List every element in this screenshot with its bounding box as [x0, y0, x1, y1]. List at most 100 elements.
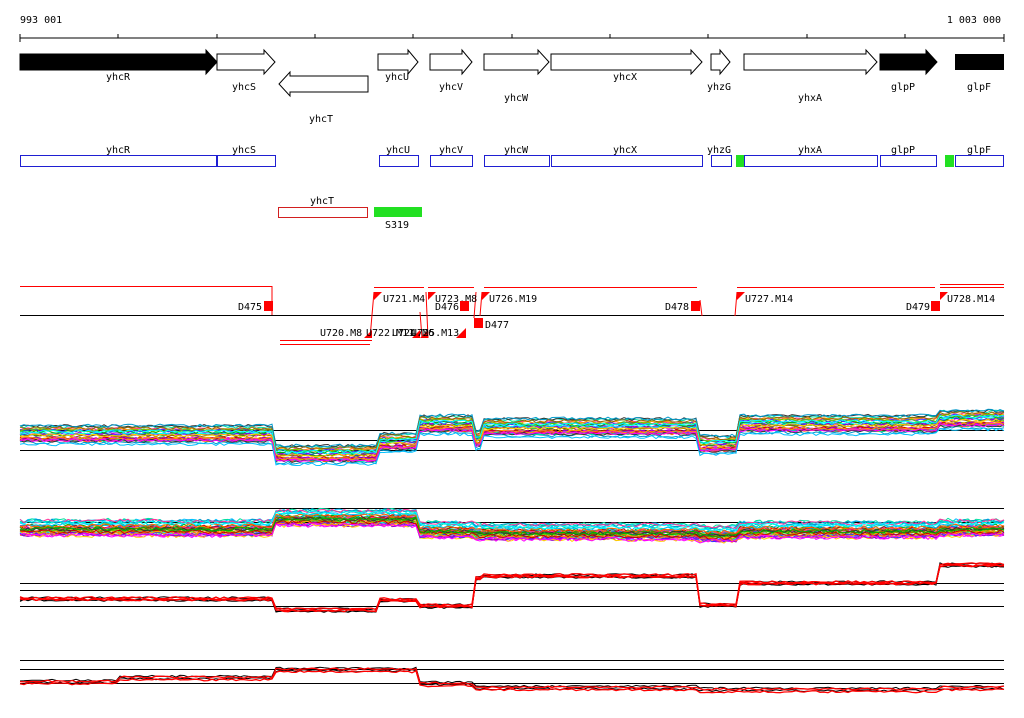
gene-arrow-glpF[interactable] — [955, 54, 1004, 70]
profile-track-2-red-line-1 — [19, 669, 1005, 694]
annotation-box-yhcS[interactable] — [217, 155, 276, 167]
tu-marker-U723-M8[interactable] — [428, 292, 436, 300]
expression-track-1-line-28 — [19, 408, 1005, 448]
gene-label-yhcT: yhcT — [309, 114, 333, 125]
expression-track-1-line-7 — [19, 409, 1005, 449]
annotation-label-yhcR: yhcR — [106, 145, 131, 156]
tu-label-D475: D475 — [238, 302, 262, 313]
expression-track-1 — [19, 408, 1005, 467]
expression-track-2-line-21 — [19, 516, 1005, 538]
tu-label-D476: D476 — [435, 302, 459, 313]
gene-label-yhzG: yhzG — [707, 82, 731, 93]
expression-track-2-line-29 — [19, 513, 1005, 535]
annotation-label-yhcS: yhcS — [232, 145, 256, 156]
annotation-box-glpF[interactable] — [955, 155, 1004, 167]
gene-label-yhcR: yhcR — [106, 72, 131, 83]
expression-track-2 — [19, 507, 1005, 544]
annotation-box-yhcR[interactable] — [20, 155, 217, 167]
gene-arrow-yhcT[interactable] — [278, 70, 369, 98]
tu-marker-D477[interactable] — [474, 318, 483, 328]
profile-track-1-black-line-1 — [19, 565, 1005, 613]
tu-label-D477: D477 — [485, 320, 509, 331]
expression-track-2-line-31 — [19, 508, 1005, 529]
tu-label-D479: D479 — [906, 302, 930, 313]
tu-label-U725-M13: U725.M13 — [411, 328, 459, 339]
tu-label-U723-M8: U723.M8 — [435, 294, 477, 305]
annotation-label-glpP: glpP — [891, 145, 915, 156]
tu-marker-D475[interactable] — [264, 301, 273, 311]
profile-track-2 — [19, 660, 1005, 694]
annotation-box-glpP[interactable] — [880, 155, 937, 167]
reverse-annotation-track: yhcT S319 — [278, 196, 422, 231]
tu-marker-U722-M11[interactable] — [412, 330, 420, 338]
segment-label: S319 — [385, 220, 409, 231]
annotation-box-yhcX[interactable] — [551, 155, 703, 167]
annotation-label-yhxA: yhxA — [798, 145, 822, 156]
tu-label-U727-M14: U727.M14 — [745, 294, 793, 305]
gene-arrow-yhcU[interactable] — [377, 48, 419, 76]
gene-arrow-glpP[interactable] — [879, 48, 938, 76]
tu-marker-U720-M8[interactable] — [364, 330, 372, 338]
expression-track-2-line-19 — [19, 507, 1005, 529]
gene-label-yhxA: yhxA — [798, 93, 822, 104]
gene-label-yhcV: yhcV — [439, 82, 463, 93]
promoter-mark-glpF — [945, 155, 954, 167]
annotation-label-glpF: glpF — [967, 145, 991, 156]
annotation-label-yhcW: yhcW — [504, 145, 529, 156]
annotation-label-yhcU: yhcU — [386, 145, 410, 156]
tu-marker-D476[interactable] — [460, 301, 469, 311]
tu-label-U726-M19: U726.M19 — [489, 294, 537, 305]
annotation-label-yhcV: yhcV — [439, 145, 463, 156]
profile-track-1-red-line-1 — [19, 564, 1005, 613]
ruler-start-label: 993 001 — [20, 15, 62, 26]
gene-arrow-yhzG[interactable] — [710, 48, 731, 76]
annotation-box-yhcV[interactable] — [430, 155, 473, 167]
annotation-box-track: yhcR yhcS yhcU yhcV yhcW yhcX yhzG yhxA … — [20, 145, 1004, 167]
tu-label-U722-M11: U722.M11 — [366, 328, 414, 339]
tu-marker-D479[interactable] — [931, 301, 940, 311]
gene-arrow-yhxA[interactable] — [743, 48, 878, 76]
expression-track-1-line-34 — [19, 427, 1005, 467]
annotation-label-yhcX: yhcX — [613, 145, 637, 156]
profile-track-1 — [19, 562, 1005, 613]
gene-label-yhcU: yhcU — [385, 72, 409, 83]
gene-label-glpP: glpP — [891, 82, 915, 93]
expression-track-2-line-33 — [19, 522, 1005, 544]
gene-arrow-yhcX[interactable] — [550, 48, 703, 76]
profile-track-1-red-line-3 — [19, 562, 1005, 611]
expression-track-1-line-22 — [19, 413, 1005, 453]
tu-marker-U726-M19[interactable] — [482, 292, 490, 300]
annotation-box-yhcT[interactable] — [278, 207, 368, 218]
profile-track-1-black-line-2 — [19, 564, 1005, 613]
tu-marker-U724-M6[interactable] — [420, 330, 428, 338]
gene-arrow-yhcR[interactable] — [19, 48, 218, 76]
expression-track-1-line-19 — [19, 418, 1005, 458]
gene-arrow-yhcV[interactable] — [429, 48, 473, 76]
tu-label-U720-M8: U720.M8 — [320, 328, 362, 339]
annotation-box-yhzG[interactable] — [711, 155, 732, 167]
segment-block[interactable] — [374, 207, 422, 217]
tu-marker-U727-M14[interactable] — [737, 292, 745, 300]
gene-arrow-yhcS[interactable] — [216, 48, 276, 76]
tu-label-U724-M6: U724.M6 — [392, 328, 434, 339]
gene-label-yhcS: yhcS — [232, 82, 256, 93]
annotation-box-yhcU[interactable] — [379, 155, 419, 167]
gene-track: yhcR yhcS yhcT yhcU yhcV yhcW yhcX yhzG … — [19, 48, 1004, 125]
tu-label-D478: D478 — [665, 302, 689, 313]
tu-marker-U721-M4[interactable] — [374, 292, 382, 300]
expression-track-1-line-30 — [19, 414, 1005, 454]
gene-label-yhcW: yhcW — [504, 93, 529, 104]
gene-arrow-yhcW[interactable] — [483, 48, 550, 76]
annotation-box-yhxA[interactable] — [744, 155, 878, 167]
profile-track-1-black-line-3 — [19, 562, 1005, 611]
tu-marker-U728-M14[interactable] — [940, 292, 948, 300]
tu-marker-D478[interactable] — [691, 301, 700, 311]
tu-label-U721-M4: U721.M4 — [383, 294, 425, 305]
annotation-box-yhcW[interactable] — [484, 155, 550, 167]
annotation-label-yhzG: yhzG — [707, 145, 731, 156]
expression-track-1-line-33 — [19, 423, 1005, 463]
tu-marker-U725-M13[interactable] — [456, 328, 466, 338]
gene-label-yhcX: yhcX — [613, 72, 637, 83]
transcription-unit-track: D475 U721.M4 U723.M8 D476 U726.M19 D478 … — [20, 284, 1004, 345]
